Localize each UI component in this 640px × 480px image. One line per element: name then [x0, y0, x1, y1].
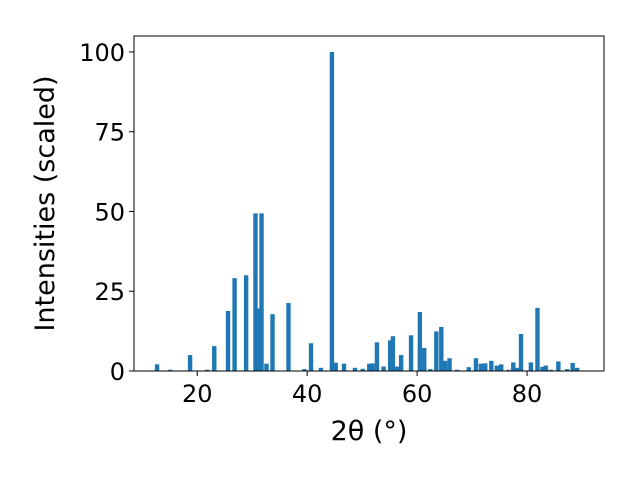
bar-3	[204, 369, 210, 371]
bar-5	[225, 311, 231, 371]
bar-35	[439, 326, 444, 371]
bar-21	[360, 368, 365, 371]
bar-54	[548, 369, 553, 371]
x-axis-label: 2θ (°)	[331, 416, 408, 447]
bar-11	[264, 363, 269, 371]
bar-25	[381, 366, 386, 371]
y-axis-ticks: 0 25 50 75 100	[79, 39, 134, 386]
bar-39	[466, 367, 471, 371]
bar-27	[390, 336, 396, 371]
y-tick-label-50: 50	[94, 198, 125, 226]
bar-32	[422, 348, 427, 371]
bar-50	[528, 362, 534, 371]
bar-24	[374, 342, 380, 371]
bar-34	[434, 331, 439, 371]
x-tick-label-60: 60	[402, 380, 433, 408]
bar-2	[187, 355, 193, 371]
bar-20	[352, 367, 358, 371]
bar-46	[506, 369, 511, 371]
bar-16	[318, 367, 324, 371]
bar-14	[302, 369, 307, 371]
y-tick-label-0: 0	[110, 358, 125, 386]
bar-30	[408, 335, 414, 371]
bar-29	[398, 355, 404, 371]
bar-4	[212, 346, 217, 371]
bar-0	[154, 364, 160, 371]
bar-37	[447, 358, 452, 371]
bar-12	[270, 314, 275, 371]
bar-38	[455, 369, 460, 371]
bar-57	[570, 363, 575, 371]
bar-6	[232, 278, 237, 371]
bar-10	[259, 213, 264, 371]
bar-13	[286, 303, 291, 371]
bar-42	[483, 363, 488, 371]
y-tick-label-100: 100	[79, 39, 125, 67]
bar-28	[395, 366, 400, 371]
bar-48	[514, 367, 520, 371]
bar-40	[473, 358, 479, 371]
bar-17	[329, 51, 335, 371]
bar-8	[253, 213, 258, 371]
bar-19	[341, 363, 347, 371]
bar-23	[370, 363, 375, 371]
plot-frame	[133, 35, 605, 372]
bar-18	[333, 362, 338, 371]
x-tick-label-40: 40	[292, 380, 323, 408]
y-tick-label-25: 25	[94, 278, 125, 306]
x-tick-label-20: 20	[182, 380, 213, 408]
bar-31	[417, 311, 423, 371]
bar-41	[478, 363, 484, 371]
bar-9	[256, 308, 261, 371]
bar-56	[564, 369, 570, 371]
x-axis-ticks: 20 40 60 80	[182, 371, 542, 408]
bar-47	[511, 362, 516, 371]
bar-52	[540, 366, 545, 371]
bar-1	[168, 369, 173, 371]
bar-7	[243, 275, 249, 371]
bar-33	[428, 369, 433, 371]
y-tick-label-75: 75	[94, 119, 125, 147]
bar-44	[494, 365, 500, 371]
bar-15	[308, 343, 314, 371]
bar-43	[489, 360, 494, 371]
bar-53	[543, 365, 548, 371]
bar-36	[442, 360, 448, 371]
bar-58	[574, 367, 580, 371]
y-axis-label: Intensities (scaled)	[30, 75, 61, 331]
bar-45	[499, 364, 504, 371]
bar-51	[535, 307, 540, 371]
bar-26	[387, 340, 393, 371]
x-tick-label-80: 80	[512, 380, 543, 408]
bar-55	[556, 361, 561, 371]
bar-49	[518, 333, 524, 371]
bar-22	[367, 363, 372, 371]
bars-group	[154, 51, 580, 371]
